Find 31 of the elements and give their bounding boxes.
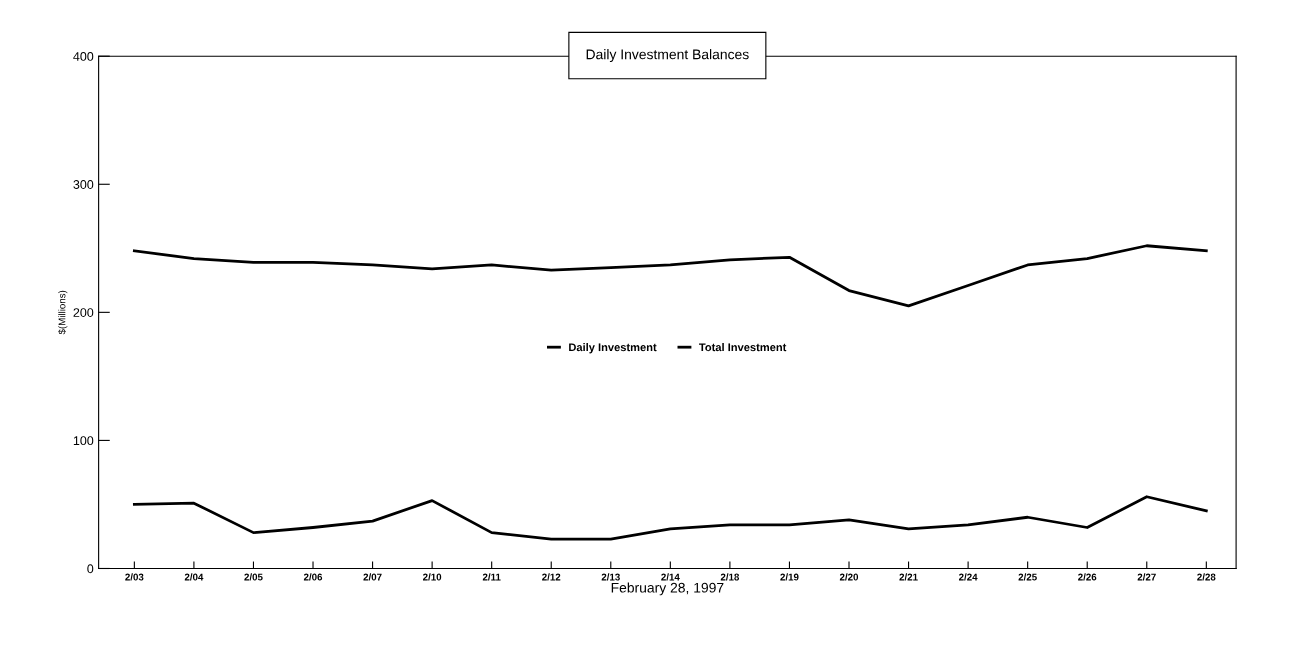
y-tick-label: 0	[87, 564, 94, 574]
x-tick-label: 2/21	[899, 573, 918, 581]
x-tick-label: 2/07	[363, 573, 382, 581]
x-axis-title: February 28, 1997	[611, 582, 724, 596]
x-tick-label: 2/19	[780, 573, 799, 581]
x-tick-label: 2/27	[1137, 573, 1156, 581]
x-tick-label: 2/05	[244, 573, 263, 581]
legend-label: Daily Investment	[569, 343, 657, 354]
x-tick-label: 2/25	[1018, 573, 1037, 581]
x-tick-label: 2/11	[482, 573, 501, 581]
x-tick-label: 2/12	[542, 573, 561, 581]
y-tick-label: 100	[73, 436, 94, 446]
x-tick-label: 2/10	[423, 573, 442, 581]
y-axis-title: $(Millions)	[58, 290, 68, 335]
y-tick-label: 300	[73, 180, 94, 189]
x-tick-label: 2/24	[958, 573, 978, 581]
y-tick-label: 400	[73, 52, 94, 61]
line-series	[132, 244, 1208, 308]
line-series	[132, 495, 1208, 541]
x-tick-label: 2/20	[839, 573, 859, 581]
x-tick-label: 2/18	[720, 573, 740, 581]
y-tick-label: 200	[73, 308, 94, 317]
x-tick-label: 2/14	[661, 573, 680, 581]
x-tick-label: 2/04	[184, 573, 204, 581]
x-tick-label: 2/03	[125, 573, 144, 581]
x-tick-label: 2/26	[1078, 573, 1097, 581]
x-tick-label: 2/28	[1197, 573, 1216, 581]
x-tick-label: 2/13	[601, 573, 620, 581]
x-tick-label: 2/06	[303, 573, 323, 581]
legend-label: Total Investment	[699, 343, 787, 352]
chart-title: Daily Investment Balances	[586, 49, 749, 63]
